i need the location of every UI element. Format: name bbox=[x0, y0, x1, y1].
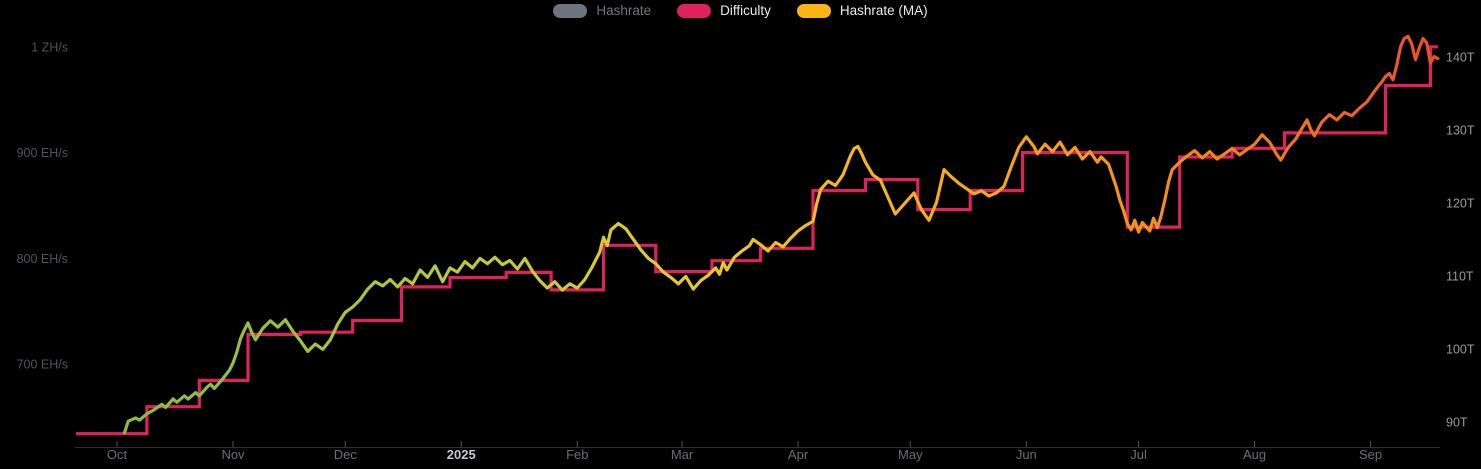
x-axis-label: Dec bbox=[334, 447, 358, 462]
right-axis-label: 100T bbox=[1446, 343, 1475, 357]
x-axis-label: Jun bbox=[1016, 447, 1037, 462]
legend-item-hashrate-ma[interactable]: Hashrate (MA) bbox=[796, 3, 928, 19]
x-axis-label: Oct bbox=[107, 447, 128, 462]
left-axis-label: 1 ZH/s bbox=[31, 41, 68, 55]
legend-swatch-hashrate-ma bbox=[796, 4, 831, 18]
right-axis-label: 110T bbox=[1446, 270, 1474, 284]
right-axis-label: 90T bbox=[1446, 416, 1468, 430]
legend-item-difficulty[interactable]: Difficulty bbox=[677, 3, 771, 19]
x-axis-label: Aug bbox=[1243, 447, 1266, 462]
legend-swatch-hashrate bbox=[553, 4, 588, 18]
x-axis-label: Feb bbox=[566, 447, 588, 462]
right-axis-label: 140T bbox=[1446, 51, 1475, 65]
left-axis-label: 900 EH/s bbox=[17, 146, 68, 160]
legend-item-hashrate[interactable]: Hashrate bbox=[553, 3, 651, 19]
x-axis-label: Apr bbox=[788, 447, 809, 462]
x-axis-label: Mar bbox=[671, 447, 694, 462]
legend-label: Hashrate bbox=[596, 3, 652, 18]
left-axis-label: 800 EH/s bbox=[17, 252, 68, 266]
hashrate-ma-series-line bbox=[122, 34, 1440, 435]
x-axis-label: Nov bbox=[221, 447, 245, 462]
legend-label: Difficulty bbox=[720, 3, 771, 18]
difficulty-series-line bbox=[75, 45, 1438, 436]
chart-legend: Hashrate Difficulty Hashrate (MA) bbox=[0, 3, 1481, 19]
left-axis-label: 700 EH/s bbox=[17, 358, 68, 372]
right-axis-label: 120T bbox=[1446, 197, 1475, 211]
x-axis-label: 2025 bbox=[447, 447, 476, 462]
legend-label: Hashrate (MA) bbox=[839, 3, 928, 18]
right-axis-label: 130T bbox=[1446, 124, 1475, 138]
plot-area[interactable] bbox=[75, 28, 1438, 447]
x-axis-label: May bbox=[898, 447, 923, 462]
x-axis-label: Sep bbox=[1359, 447, 1382, 462]
x-axis-label: Jul bbox=[1130, 447, 1147, 462]
legend-swatch-difficulty bbox=[677, 4, 712, 18]
